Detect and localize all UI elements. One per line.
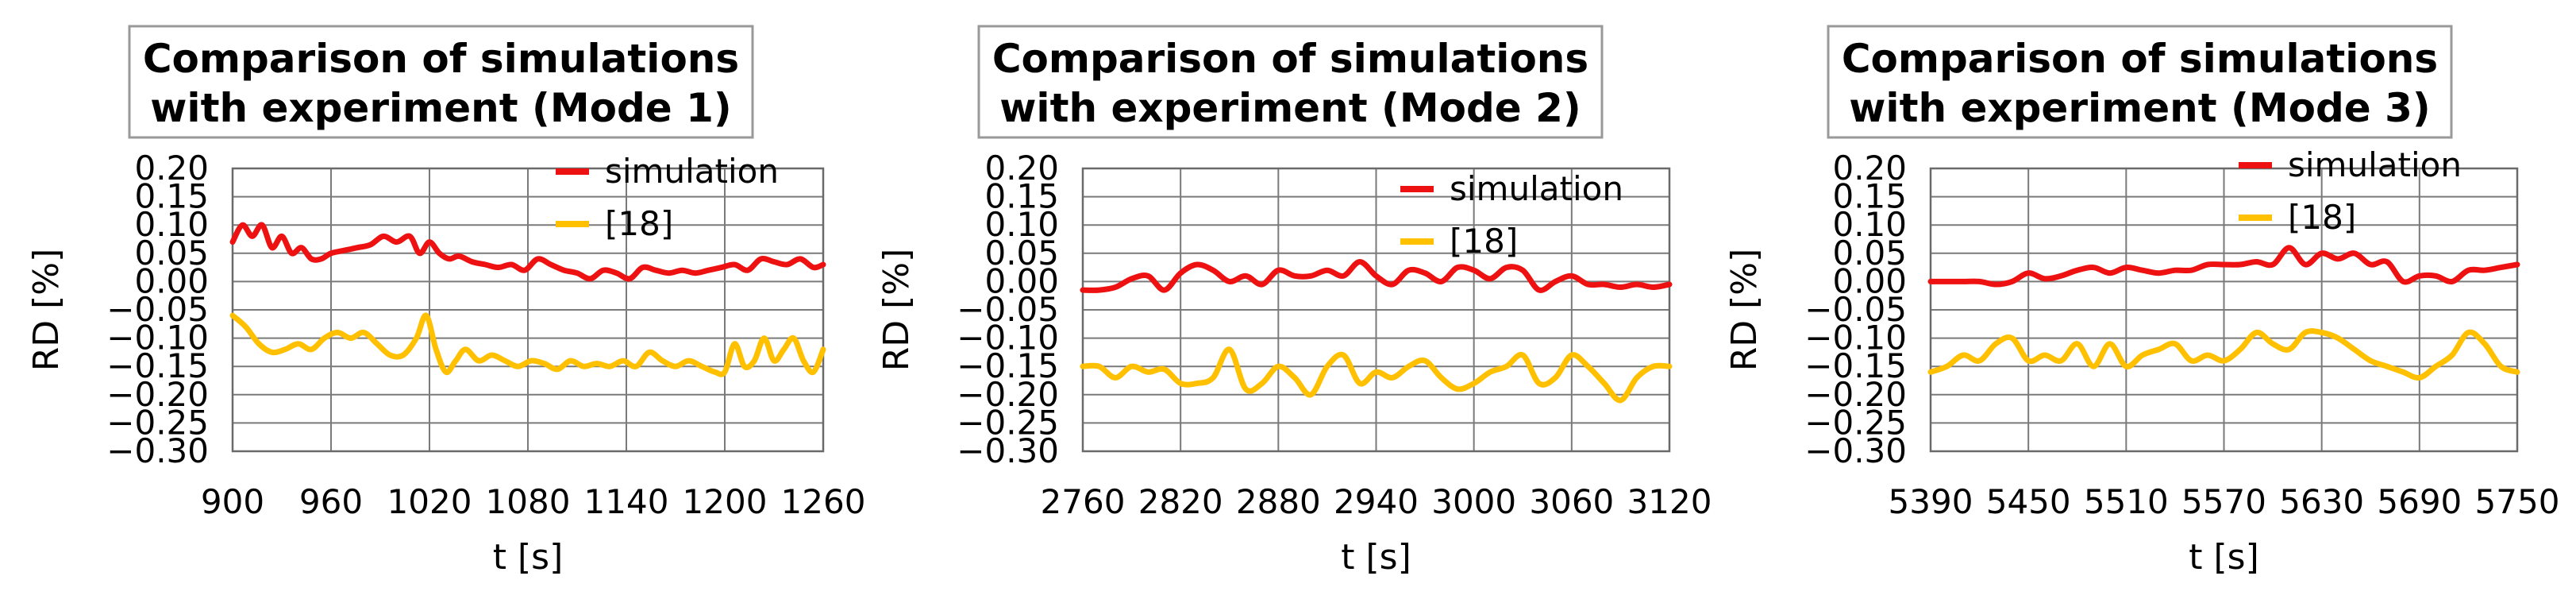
title-box	[977, 25, 1604, 139]
x-tick-label: 2760	[1041, 482, 1126, 521]
y-tick-label: −0.10	[957, 319, 1059, 358]
y-tick-label: −0.30	[1804, 431, 1907, 470]
x-tick-label: 5390	[1889, 482, 1973, 521]
plot-frame	[1929, 167, 2519, 453]
x-tick-label: 3060	[1529, 482, 1614, 521]
chart-title-line-1: Comparison of simulations	[992, 36, 1588, 82]
series-line-reference-18	[229, 312, 826, 377]
y-tick-label: 0.10	[1832, 205, 1907, 244]
x-tick-label: 2940	[1334, 482, 1419, 521]
x-tick-label: 5450	[1986, 482, 2071, 521]
legend-label: [18]	[605, 204, 673, 243]
x-tick-label: 5690	[2377, 482, 2462, 521]
series-line-simulation	[229, 222, 826, 282]
x-axis-label: t [s]	[1341, 537, 1411, 578]
x-tick-label: 5510	[2084, 482, 2169, 521]
x-tick-label: 1140	[584, 482, 669, 521]
y-tick-label: 0.10	[984, 205, 1059, 244]
y-tick-label: 0.20	[1832, 149, 1907, 187]
legend-label: simulation	[605, 152, 779, 191]
y-tick-label: −0.05	[1804, 290, 1907, 329]
legend-label: simulation	[1450, 169, 1623, 208]
series-line-simulation	[1080, 259, 1673, 293]
y-tick-label: −0.05	[106, 290, 209, 329]
x-axis-label: t [s]	[493, 537, 564, 578]
x-tick-label: 900	[201, 482, 264, 521]
x-tick-label: 2820	[1138, 482, 1223, 521]
x-tick-label: 960	[299, 482, 363, 521]
y-tick-label: −0.20	[1804, 375, 1907, 414]
y-tick-label: 0.00	[134, 261, 209, 300]
x-tick-label: 5570	[2181, 482, 2266, 521]
y-tick-label: 0.15	[984, 177, 1059, 216]
y-axis-label: RD [%]	[1724, 249, 1765, 372]
legend-label: [18]	[2288, 198, 2356, 237]
x-tick-label: 1260	[781, 482, 866, 521]
x-axis-label: t [s]	[2189, 537, 2259, 578]
title-box	[128, 25, 754, 139]
y-tick-label: 0.15	[134, 177, 209, 216]
y-axis-label: RD [%]	[26, 249, 67, 372]
chart-title-line-2: with experiment (Mode 2)	[999, 85, 1581, 131]
x-tick-label: 3120	[1627, 482, 1712, 521]
title-box	[1827, 25, 2453, 139]
legend-label: [18]	[1450, 222, 1518, 261]
y-tick-label: 0.20	[984, 149, 1059, 187]
y-tick-label: 0.05	[984, 234, 1059, 273]
plot-frame	[231, 167, 825, 453]
series-line-simulation	[1927, 245, 2520, 288]
y-tick-label: −0.15	[1804, 346, 1907, 385]
y-tick-label: 0.05	[1832, 234, 1907, 273]
x-tick-label: 1200	[683, 482, 768, 521]
chart-title-line-1: Comparison of simulations	[1842, 36, 2438, 82]
chart-title-line-2: with experiment (Mode 3)	[1849, 85, 2431, 131]
y-tick-label: −0.10	[1804, 319, 1907, 358]
y-tick-label: −0.10	[106, 319, 209, 358]
y-tick-label: −0.30	[957, 431, 1059, 470]
y-tick-label: −0.30	[106, 431, 209, 470]
legend-label: simulation	[2288, 145, 2462, 184]
x-tick-label: 2880	[1236, 482, 1321, 521]
chart-title-line-1: Comparison of simulations	[143, 36, 739, 82]
y-tick-label: −0.20	[106, 375, 209, 414]
x-tick-label: 3000	[1431, 482, 1516, 521]
y-tick-label: 0.10	[134, 205, 209, 244]
series-line-reference-18	[1080, 346, 1673, 404]
y-tick-label: 0.00	[1832, 261, 1907, 300]
x-tick-label: 1020	[387, 482, 472, 521]
x-tick-label: 5750	[2475, 482, 2560, 521]
x-tick-label: 5630	[2279, 482, 2364, 521]
y-tick-label: −0.25	[106, 403, 209, 442]
y-tick-label: 0.00	[984, 261, 1059, 300]
y-tick-label: −0.05	[957, 290, 1059, 329]
x-tick-label: 1080	[486, 482, 571, 521]
chart-title-line-2: with experiment (Mode 1)	[150, 85, 732, 131]
y-tick-label: −0.20	[957, 375, 1059, 414]
y-tick-label: −0.25	[1804, 403, 1907, 442]
y-tick-label: 0.20	[134, 149, 209, 187]
y-axis-label: RD [%]	[876, 249, 917, 372]
series-line-reference-18	[1927, 328, 2520, 381]
y-tick-label: 0.05	[134, 234, 209, 273]
y-tick-label: 0.15	[1832, 177, 1907, 216]
y-tick-label: −0.15	[957, 346, 1059, 385]
y-tick-label: −0.15	[106, 346, 209, 385]
plot-frame	[1081, 167, 1671, 453]
y-tick-label: −0.25	[957, 403, 1059, 442]
